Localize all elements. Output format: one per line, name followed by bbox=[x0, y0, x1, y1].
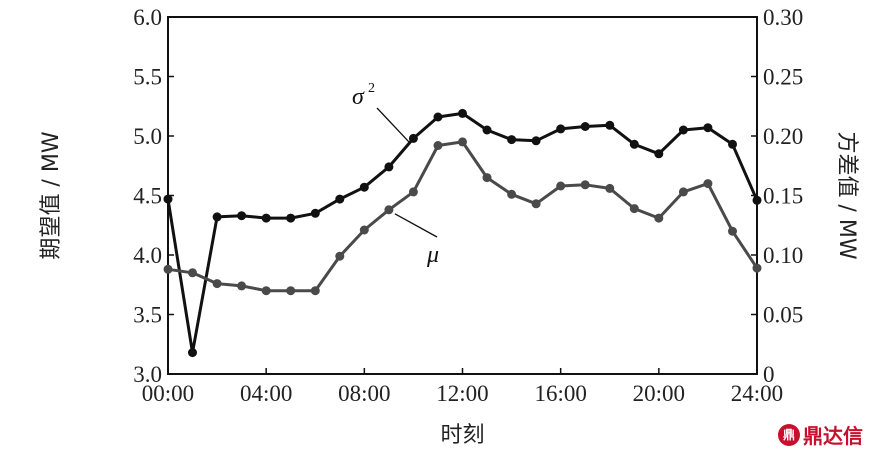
right-tick-label: 0.20 bbox=[763, 124, 803, 149]
data-point-sigma bbox=[310, 208, 320, 218]
data-point-mu bbox=[384, 205, 394, 215]
data-point-mu bbox=[654, 213, 664, 223]
data-point-sigma bbox=[359, 182, 369, 192]
series-layer bbox=[163, 108, 762, 358]
x-tick-label: 16:00 bbox=[534, 381, 586, 406]
data-point-mu bbox=[188, 268, 197, 278]
x-axis-title: 时刻 bbox=[440, 423, 484, 448]
data-point-mu bbox=[678, 187, 688, 197]
data-point-mu bbox=[531, 199, 541, 209]
data-point-sigma bbox=[629, 139, 639, 149]
x-tick-label: 08:00 bbox=[338, 381, 390, 406]
data-point-sigma bbox=[556, 124, 566, 134]
data-point-sigma bbox=[531, 136, 541, 146]
watermark-logo-icon: 鼎 bbox=[778, 423, 800, 446]
watermark: 鼎 鼎达信 bbox=[778, 420, 863, 449]
data-point-mu bbox=[728, 226, 737, 236]
data-point-mu bbox=[286, 286, 296, 296]
left-axis-title: 期望值 / MW bbox=[39, 131, 64, 259]
data-point-mu bbox=[335, 251, 345, 261]
data-point-mu bbox=[507, 189, 517, 199]
data-point-mu bbox=[605, 183, 615, 193]
data-point-sigma bbox=[237, 211, 247, 221]
data-point-sigma bbox=[605, 120, 615, 130]
data-point-sigma bbox=[752, 195, 762, 205]
data-point-mu bbox=[310, 286, 320, 296]
right-tick-label: 0.05 bbox=[763, 303, 803, 328]
data-point-mu bbox=[482, 173, 492, 183]
data-point-sigma bbox=[507, 135, 517, 145]
data-point-mu bbox=[458, 137, 467, 147]
data-point-mu bbox=[359, 225, 369, 235]
data-point-mu bbox=[433, 141, 443, 150]
data-point-sigma bbox=[335, 194, 345, 204]
x-tick-label: 04:00 bbox=[240, 381, 292, 406]
right-tick-label: 0.10 bbox=[763, 243, 803, 268]
data-point-sigma bbox=[728, 139, 737, 149]
data-point-sigma bbox=[703, 123, 713, 133]
data-point-sigma bbox=[408, 133, 418, 143]
left-tick-label: 3.5 bbox=[133, 303, 162, 328]
sigma-leader-line bbox=[376, 107, 410, 143]
x-tick-label: 20:00 bbox=[633, 381, 685, 406]
data-point-sigma bbox=[433, 112, 443, 122]
right-tick-label: 0.30 bbox=[763, 5, 803, 30]
data-point-sigma bbox=[163, 194, 173, 204]
data-point-mu bbox=[212, 279, 222, 289]
left-tick-label: 5.0 bbox=[133, 124, 162, 149]
data-point-mu bbox=[261, 286, 271, 296]
left-tick-label: 4.0 bbox=[133, 243, 162, 268]
data-point-sigma bbox=[286, 213, 296, 223]
left-y-axis: 6.0 5.5 5.0 4.5 4.0 3.5 3.0 bbox=[133, 5, 174, 387]
data-point-sigma bbox=[212, 212, 222, 222]
sigma-label-superscript: 2 bbox=[368, 81, 375, 96]
data-point-sigma bbox=[458, 108, 467, 118]
data-point-sigma bbox=[384, 162, 394, 172]
data-point-mu bbox=[580, 180, 590, 190]
data-point-mu bbox=[237, 281, 247, 291]
data-point-mu bbox=[556, 181, 566, 191]
x-tick-label: 12:00 bbox=[436, 381, 488, 406]
watermark-text: 鼎达信 bbox=[803, 424, 863, 448]
data-point-sigma bbox=[188, 348, 197, 358]
data-point-sigma bbox=[654, 149, 664, 159]
data-point-mu bbox=[703, 179, 713, 189]
right-tick-label: 0.15 bbox=[763, 184, 803, 209]
x-axis: 00:00 04:00 08:00 12:00 16:00 20:00 24:00 bbox=[142, 368, 783, 406]
x-tick-label: 24:00 bbox=[731, 381, 783, 406]
mu-leader-line bbox=[394, 213, 438, 238]
left-tick-label: 6.0 bbox=[133, 5, 162, 30]
right-tick-label: 0.25 bbox=[763, 65, 803, 90]
right-axis-title: 方差值 / MW bbox=[834, 131, 859, 259]
plot-frame bbox=[167, 16, 758, 375]
left-tick-label: 4.5 bbox=[133, 184, 162, 209]
data-point-sigma bbox=[482, 125, 492, 135]
sigma-series-label: σ 2 bbox=[352, 81, 410, 143]
left-tick-label: 5.5 bbox=[133, 65, 162, 90]
right-tick-label: 0 bbox=[763, 362, 775, 387]
mu-label-text: μ bbox=[426, 242, 439, 268]
mu-series-label: μ bbox=[394, 213, 439, 268]
data-point-mu bbox=[752, 263, 762, 273]
data-point-sigma bbox=[580, 122, 590, 131]
data-point-mu bbox=[163, 264, 173, 274]
right-y-axis: 0.30 0.25 0.20 0.15 0.10 0.05 0 bbox=[751, 5, 803, 387]
sigma-label-text: σ bbox=[352, 84, 365, 110]
data-point-sigma bbox=[261, 213, 271, 223]
data-point-mu bbox=[408, 187, 418, 197]
series-line-sigma bbox=[166, 111, 759, 355]
data-point-mu bbox=[629, 204, 639, 214]
left-tick-label: 3.0 bbox=[133, 362, 162, 387]
x-tick-label: 00:00 bbox=[142, 381, 194, 406]
data-point-sigma bbox=[678, 125, 688, 135]
